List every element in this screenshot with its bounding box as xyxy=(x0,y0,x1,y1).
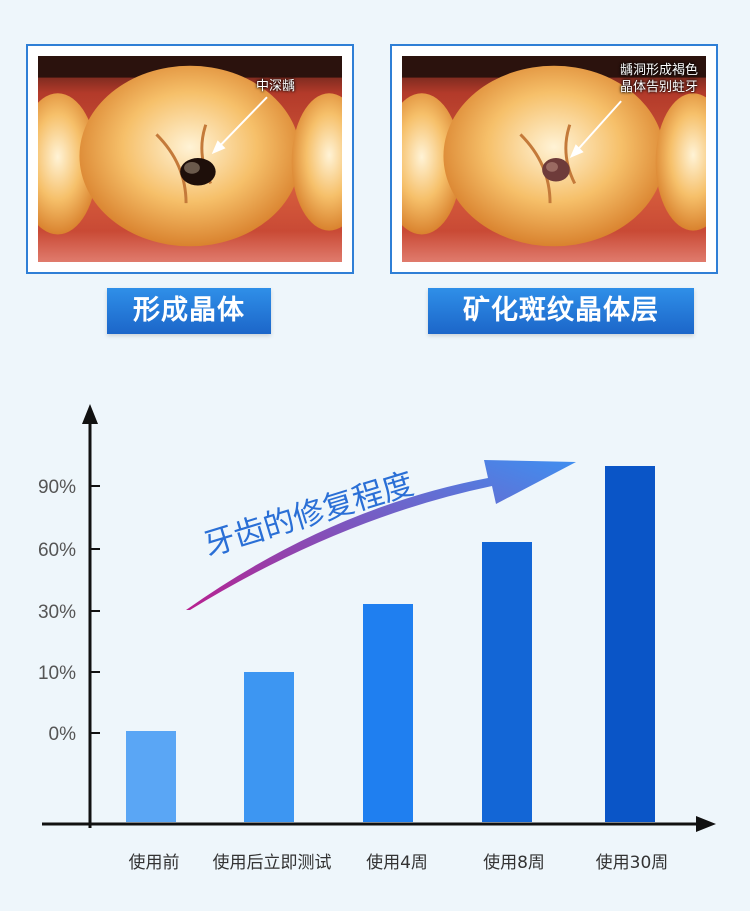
tooth-illustration-left xyxy=(38,56,342,247)
y-tick-label: 10% xyxy=(38,663,76,684)
photo-frame-right: 龋洞形成褐色 晶体告别蛀牙 xyxy=(390,44,718,274)
annotation-line: 中深龋 xyxy=(256,79,296,94)
bar-1 xyxy=(244,672,294,822)
chart-axes xyxy=(42,404,716,832)
photo-frame-left: 中深龋 xyxy=(26,44,354,274)
bar-3 xyxy=(482,542,532,822)
bar-0 xyxy=(126,731,176,822)
y-tick-label: 90% xyxy=(38,477,76,498)
y-tick-group: 0% 10% 30% 60% 90% xyxy=(38,477,100,745)
annotation-line: 晶体告别蛀牙 xyxy=(619,80,698,95)
bar-4 xyxy=(605,466,655,822)
tooth-photo-cavity: 中深龋 xyxy=(38,56,342,262)
photo-annotation-right: 龋洞形成褐色 晶体告别蛀牙 xyxy=(602,62,698,96)
y-axis-arrow-icon xyxy=(82,404,98,424)
category-label: 使用4周 xyxy=(366,852,428,873)
category-label: 使用后立即测试 xyxy=(213,852,332,873)
caption-badge-left: 形成晶体 xyxy=(107,288,271,334)
category-label-group: 使用前 使用后立即测试 使用4周 使用8周 使用30周 xyxy=(129,852,669,873)
caption-badge-right: 矿化斑纹晶体层 xyxy=(428,288,694,334)
category-label: 使用30周 xyxy=(596,852,669,873)
bar-group xyxy=(126,466,655,822)
tooth-photo-mineralized: 龋洞形成褐色 晶体告别蛀牙 xyxy=(402,56,706,262)
x-axis-arrow-icon xyxy=(696,816,716,832)
y-tick-label: 0% xyxy=(49,724,77,745)
repair-bar-chart: 0%10%30%60%90% 使用前 使用后立即测试 使用4周 使用8周 使用30周 牙… xyxy=(38,404,716,873)
y-tick-label: 30% xyxy=(38,602,76,623)
category-label: 使用前 xyxy=(129,852,180,873)
category-label: 使用8周 xyxy=(483,852,545,873)
bar-2 xyxy=(363,604,413,822)
photo-annotation-left: 中深龋 xyxy=(256,78,295,95)
y-tick-label: 60% xyxy=(38,540,76,561)
tooth-illustration-right xyxy=(402,56,706,247)
annotation-line: 龋洞形成褐色 xyxy=(619,63,698,78)
trend-arrow-icon xyxy=(186,460,576,610)
